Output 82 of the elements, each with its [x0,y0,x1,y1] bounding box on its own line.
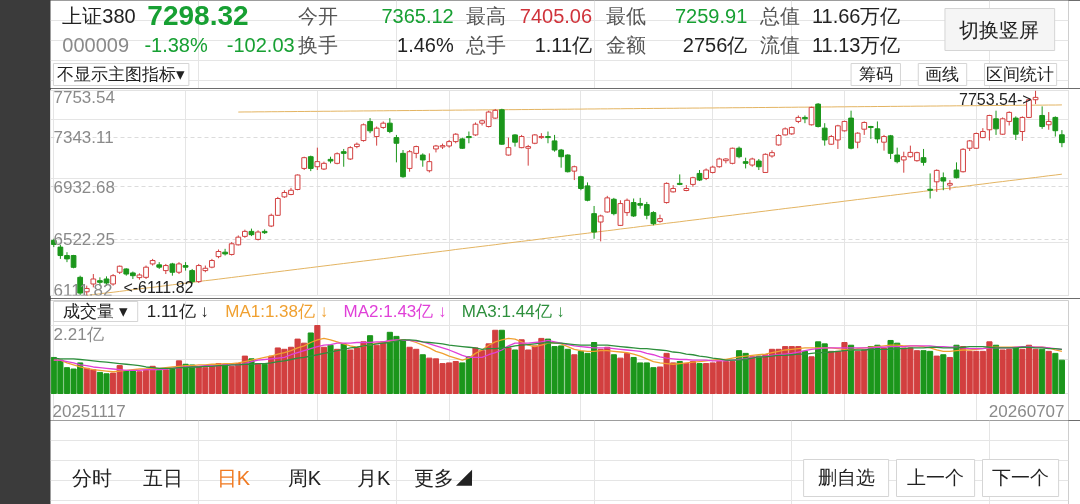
text: 000009 [62,33,130,56]
bar [808,356,815,394]
text: 删自选 [817,467,875,488]
bar [498,329,505,394]
text: 20260707 [988,401,1065,421]
text: 11.13万亿 [811,33,901,56]
bar [933,355,940,394]
bar [505,347,512,394]
text: 总值 [759,4,801,27]
text: 11.66万亿 [811,4,901,27]
text: 区间统计 [986,65,1055,84]
bar [162,369,169,394]
bar [307,332,314,394]
text: 五日 [143,466,184,489]
bar [755,355,762,394]
text: 下一个 [991,467,1049,488]
bar [419,354,426,394]
series-label: MA3:1.44亿 ↓ [461,302,565,321]
text: 1.46% [397,33,454,56]
text: 上一个 [906,467,964,488]
bar [254,363,262,394]
bar [940,354,947,394]
bar [340,343,347,394]
bar [992,344,1000,394]
text: 总手 [464,33,506,56]
text: 流值 [760,33,801,56]
text: 最高 [465,4,506,27]
text: 周K [287,466,322,489]
legend-title: 成交量 ▾ [63,302,128,321]
text: 月K [357,466,392,489]
annotation: 2.21亿 [53,325,104,344]
bar [261,363,268,394]
bar [880,347,888,394]
bar [169,367,176,394]
text: 金额 [605,33,646,56]
text: 更多◢ [413,466,474,489]
y-tick-label: 7343.11 [53,128,114,148]
annotation: <-6111.82 [123,278,194,296]
text: 1.11亿 [534,33,593,56]
bar [1012,347,1019,394]
series-label: MA2:1.43亿 ↓ [343,302,447,321]
text: 今开 [297,4,338,27]
bar [676,361,683,394]
y-tick-label: 6522.25 [53,230,115,250]
text: 7298.32 [147,0,249,31]
text: 1.11亿 ↓ [146,302,209,321]
bar [222,363,229,394]
y-tick-label: 6932.68 [53,177,115,197]
bar [571,354,578,394]
bar [1045,350,1052,394]
bar [946,356,953,394]
text: 20251117 [52,401,126,421]
text: -1.38% [144,33,208,56]
text: 切换竖屏 [959,18,1040,41]
y-tick-label: 7753.54 [53,87,115,107]
bar [953,344,960,394]
text: 筹码 [858,65,893,84]
bar [175,360,183,394]
text: 不显示主图指标▾ [56,65,185,84]
text: 日K [216,466,251,489]
bar [1039,348,1046,394]
text: 上证380 [62,4,136,27]
series-label: MA1:1.38亿 ↓ [225,302,329,321]
bar [610,354,617,394]
bar [801,350,809,394]
text: 7365.12 [381,4,454,27]
annotation: 7753.54-> [959,90,1032,108]
bar [156,369,163,394]
text: 7405.06 [519,4,593,27]
text: 7259.91 [674,4,748,27]
bar [334,348,341,394]
text: -102.03 [226,33,295,56]
bar [696,363,703,394]
bar [327,344,334,394]
text: 换手 [297,33,338,56]
text: 2756亿 [682,33,748,56]
text: 分时 [72,466,113,489]
bar [511,349,519,394]
bar [367,335,374,394]
text: 画线 [924,65,959,84]
bar [749,356,756,394]
text: 最低 [605,4,646,27]
